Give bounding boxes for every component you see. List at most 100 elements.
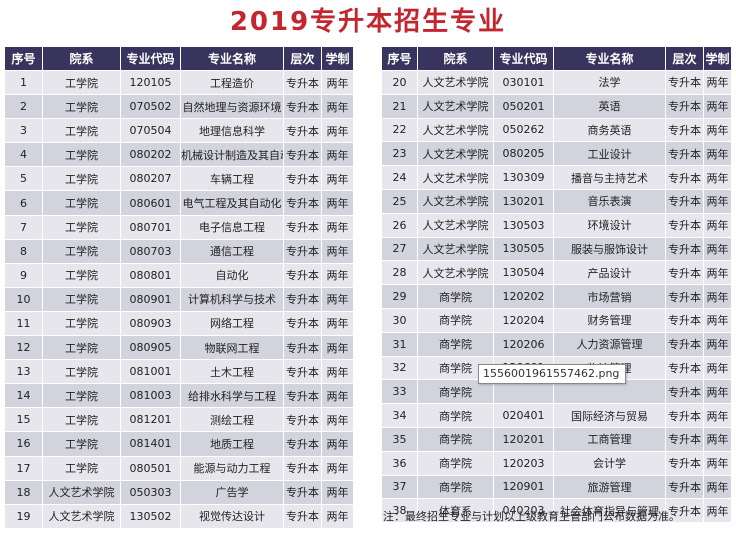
code-cell: 130201 bbox=[493, 188, 554, 214]
level-cell: 专升本 bbox=[665, 165, 704, 190]
duration-cell: 两年 bbox=[703, 379, 732, 405]
code-cell: 080903 bbox=[120, 310, 181, 337]
seq-cell: 34 bbox=[381, 403, 418, 428]
duration-cell: 两年 bbox=[321, 262, 354, 288]
level-cell: 专升本 bbox=[283, 94, 322, 120]
level-cell: 专升本 bbox=[283, 214, 322, 240]
major-cell: 视觉传达设计 bbox=[180, 503, 284, 529]
seq-cell: 1 bbox=[4, 69, 43, 96]
dept-cell: 人文艺术学院 bbox=[417, 260, 494, 286]
seq-cell: 23 bbox=[381, 141, 418, 167]
dept-cell: 人文艺术学院 bbox=[417, 236, 494, 262]
majors-table-left: 序号 院系 专业代码 专业名称 层次 学制 1 工学院 120105 工程造价 专升本 两年 2 工学院… bbox=[4, 46, 354, 529]
level-cell: 专升本 bbox=[665, 117, 704, 143]
major-cell: 给排水科学与工程 bbox=[180, 383, 284, 409]
major-cell: 市场营销 bbox=[553, 284, 666, 309]
duration-cell: 两年 bbox=[321, 431, 354, 457]
major-cell: 网络工程 bbox=[180, 310, 284, 337]
duration-cell: 两年 bbox=[703, 498, 732, 524]
duration-cell: 两年 bbox=[703, 307, 732, 333]
duration-cell: 两年 bbox=[321, 142, 354, 168]
table-row: 11 工学院 080903 网络工程 专升本 两年 bbox=[4, 310, 354, 337]
table-row: 37 商学院 120901 旅游管理 专升本 两年 bbox=[381, 474, 732, 500]
code-cell: 120203 bbox=[493, 450, 554, 476]
level-cell: 专升本 bbox=[283, 118, 322, 144]
table-row: 18 人文艺术学院 050303 广告学 专升本 两年 bbox=[4, 479, 354, 505]
major-cell: 音乐表演 bbox=[553, 188, 666, 214]
dept-cell: 工学院 bbox=[42, 238, 121, 264]
major-cell: 人力资源管理 bbox=[553, 331, 666, 357]
seq-cell: 27 bbox=[381, 236, 418, 262]
duration-cell: 两年 bbox=[321, 118, 354, 144]
duration-cell: 两年 bbox=[321, 455, 354, 481]
major-cell: 工业设计 bbox=[553, 141, 666, 167]
level-cell: 专升本 bbox=[665, 426, 704, 452]
level-cell: 专升本 bbox=[665, 284, 704, 309]
table-row: 5 工学院 080207 车辆工程 专升本 两年 bbox=[4, 166, 354, 192]
code-cell: 120204 bbox=[493, 307, 554, 333]
major-cell: 能源与动力工程 bbox=[180, 455, 284, 481]
table-row: 29 商学院 120202 市场营销 专升本 两年 bbox=[381, 284, 732, 309]
code-cell: 070504 bbox=[120, 118, 181, 144]
level-cell: 专升本 bbox=[283, 383, 322, 409]
seq-cell: 3 bbox=[4, 118, 43, 144]
major-cell: 自然地理与资源环境 bbox=[180, 94, 284, 120]
code-cell: 120206 bbox=[493, 331, 554, 357]
seq-cell: 22 bbox=[381, 117, 418, 143]
code-cell: 080905 bbox=[120, 335, 181, 361]
duration-cell: 两年 bbox=[321, 407, 354, 433]
seq-cell: 38 bbox=[381, 498, 418, 524]
duration-cell: 两年 bbox=[703, 331, 732, 357]
level-cell: 专升本 bbox=[283, 166, 322, 192]
duration-cell: 两年 bbox=[321, 359, 354, 385]
code-cell: 120202 bbox=[493, 284, 554, 309]
duration-cell: 两年 bbox=[703, 93, 732, 119]
column-header: 学制 bbox=[703, 46, 732, 71]
level-cell: 专升本 bbox=[283, 479, 322, 505]
table-row: 21 人文艺术学院 050201 英语 专升本 两年 bbox=[381, 93, 732, 119]
dept-cell: 工学院 bbox=[42, 335, 121, 361]
seq-cell: 33 bbox=[381, 379, 418, 405]
seq-cell: 20 bbox=[381, 70, 418, 95]
dept-cell: 商学院 bbox=[417, 403, 494, 428]
dept-cell: 工学院 bbox=[42, 94, 121, 120]
column-header: 层次 bbox=[665, 46, 704, 71]
major-cell: 测绘工程 bbox=[180, 407, 284, 433]
dept-cell: 工学院 bbox=[42, 359, 121, 385]
table-row: 3 工学院 070504 地理信息科学 专升本 两年 bbox=[4, 118, 354, 144]
column-header: 院系 bbox=[42, 46, 121, 71]
code-cell: 050303 bbox=[120, 479, 181, 505]
seq-cell: 9 bbox=[4, 262, 43, 288]
dept-cell: 工学院 bbox=[42, 310, 121, 337]
seq-cell: 21 bbox=[381, 93, 418, 119]
dept-cell: 人文艺术学院 bbox=[417, 141, 494, 167]
code-cell: 080601 bbox=[120, 190, 181, 216]
table-row: 12 工学院 080905 物联网工程 专升本 两年 bbox=[4, 335, 354, 361]
table-row: 2 工学院 070502 自然地理与资源环境 专升本 两年 bbox=[4, 94, 354, 120]
dept-cell: 商学院 bbox=[417, 426, 494, 452]
major-cell: 车辆工程 bbox=[180, 166, 284, 192]
major-cell: 电气工程及其自动化 bbox=[180, 190, 284, 216]
duration-cell: 两年 bbox=[321, 310, 354, 337]
major-cell: 土木工程 bbox=[180, 359, 284, 385]
major-cell: 播音与主持艺术 bbox=[553, 165, 666, 190]
level-cell: 专升本 bbox=[283, 262, 322, 288]
seq-cell: 30 bbox=[381, 307, 418, 333]
dept-cell: 体育系 bbox=[417, 498, 494, 524]
table-row: 17 工学院 080501 能源与动力工程 专升本 两年 bbox=[4, 455, 354, 481]
dept-cell: 工学院 bbox=[42, 455, 121, 481]
table-row: 34 商学院 020401 国际经济与贸易 专升本 两年 bbox=[381, 403, 732, 428]
level-cell: 专升本 bbox=[665, 307, 704, 333]
level-cell: 专升本 bbox=[665, 188, 704, 214]
code-cell: 080901 bbox=[120, 286, 181, 312]
code-cell: 080205 bbox=[493, 141, 554, 167]
duration-cell: 两年 bbox=[703, 70, 732, 95]
level-cell: 专升本 bbox=[283, 142, 322, 168]
seq-cell: 37 bbox=[381, 474, 418, 500]
level-cell: 专升本 bbox=[283, 190, 322, 216]
table-row: 38 体育系 040203 社会体育指导与管理 专升本 两年 bbox=[381, 498, 732, 524]
major-cell: 自动化 bbox=[180, 262, 284, 288]
seq-cell: 18 bbox=[4, 479, 43, 505]
code-cell: 040203 bbox=[493, 498, 554, 524]
duration-cell: 两年 bbox=[703, 403, 732, 428]
